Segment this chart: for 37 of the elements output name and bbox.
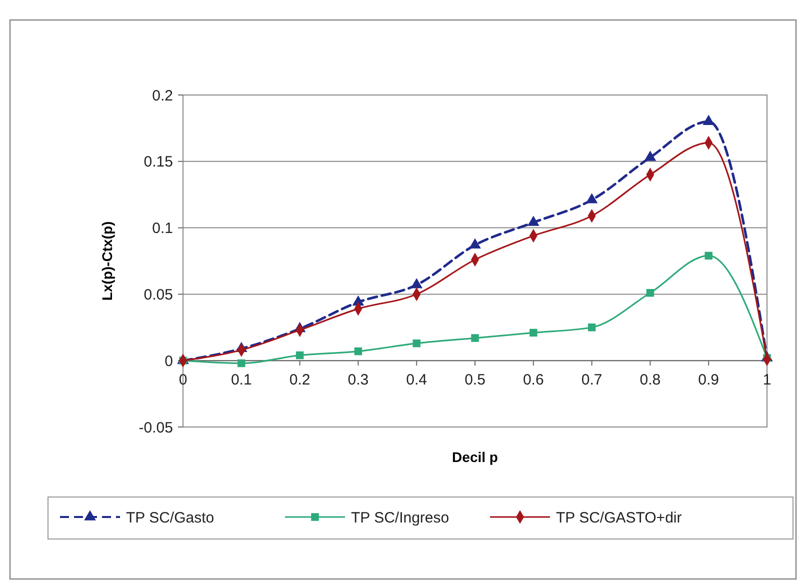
y-tick-label: 0.05 <box>144 286 173 304</box>
y-tick-label: 0.1 <box>152 220 173 238</box>
x-tick-label: 0 <box>178 372 188 389</box>
x-tick-label: 0.2 <box>289 372 310 389</box>
y-axis-title: Lx(p)-Ctx(p) <box>99 221 115 301</box>
x-tick-label: 0.9 <box>698 372 720 389</box>
x-axis-title: Decil p <box>452 449 498 465</box>
x-tick-label: 0.1 <box>230 372 252 389</box>
x-tick-label: 0.6 <box>522 372 544 389</box>
point <box>644 150 656 161</box>
point <box>238 359 246 368</box>
legend-label: TP SC/Ingreso <box>351 509 450 526</box>
y-tick-label: 0.2 <box>152 87 173 104</box>
legend-label: TP SC/Gasto <box>126 509 214 526</box>
x-tick-label: 0.8 <box>640 372 661 389</box>
y-tick-label: -0.05 <box>138 419 173 436</box>
point <box>704 252 712 260</box>
y-tick-label: 0.15 <box>144 154 173 171</box>
point <box>354 347 362 356</box>
point <box>471 334 479 342</box>
point <box>528 216 540 226</box>
x-tick-label: 1 <box>762 372 772 389</box>
y-tick-label: 0 <box>164 352 173 370</box>
point <box>410 278 422 288</box>
point <box>588 324 596 332</box>
point <box>469 238 481 248</box>
point <box>646 289 654 297</box>
legend-label: TP SC/GASTO+dir <box>556 509 682 526</box>
point <box>530 328 538 337</box>
x-tick-label: 0.3 <box>348 372 369 389</box>
x-tick-label: 0.5 <box>464 372 486 389</box>
point <box>702 114 714 125</box>
x-tick-label: 0.7 <box>581 372 602 389</box>
point <box>586 193 598 204</box>
point <box>296 351 304 360</box>
x-tick-label: 0.4 <box>406 372 428 389</box>
point <box>412 339 420 348</box>
